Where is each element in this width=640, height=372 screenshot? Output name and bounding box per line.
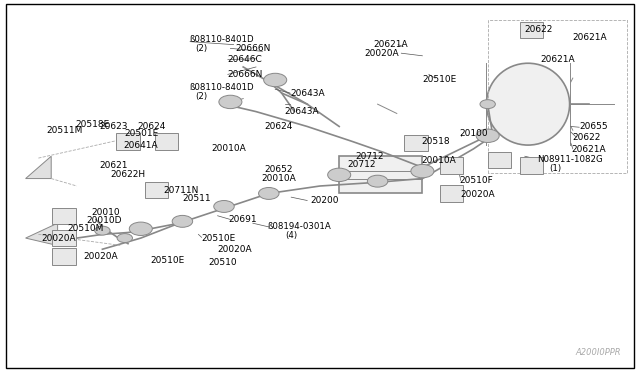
Text: 20621A: 20621A [541,55,575,64]
Text: (1): (1) [549,164,561,173]
Text: 20010D: 20010D [86,216,122,225]
Bar [488,152,511,168]
Circle shape [259,187,279,199]
Polygon shape [26,223,58,246]
Text: 20712: 20712 [347,160,376,169]
Bar [52,208,76,224]
Bar [520,157,543,174]
Circle shape [476,129,499,142]
Text: 20020A: 20020A [461,190,495,199]
Circle shape [117,234,132,243]
Ellipse shape [486,63,570,145]
Circle shape [480,100,495,109]
Text: ß08110-8401D: ß08110-8401D [189,35,253,44]
Circle shape [367,175,388,187]
Text: 20010A: 20010A [211,144,246,153]
Text: A200I0PPR: A200I0PPR [575,348,621,357]
Circle shape [129,222,152,235]
Text: 20711N: 20711N [163,186,198,195]
Bar [155,133,178,150]
Text: 20510M: 20510M [67,224,104,232]
Text: 20020A: 20020A [365,49,399,58]
Bar [440,185,463,202]
Bar [116,133,140,150]
Text: 20712: 20712 [355,152,384,161]
Bar [520,22,543,38]
Text: 20691: 20691 [228,215,257,224]
Text: 20641A: 20641A [123,141,157,150]
Circle shape [264,73,287,87]
Circle shape [219,95,242,109]
Bar [52,248,76,265]
Circle shape [411,164,434,178]
Text: 20510F: 20510F [460,176,493,185]
Text: 20510E: 20510E [202,234,236,243]
Text: ß08110-8401D: ß08110-8401D [189,83,253,92]
Text: 20646C: 20646C [227,55,262,64]
Circle shape [172,215,193,227]
Text: 20621A: 20621A [571,145,605,154]
Text: 20020A: 20020A [83,252,118,261]
Text: 20621A: 20621A [573,33,607,42]
Text: 20518E: 20518E [75,120,109,129]
Circle shape [95,226,110,235]
Text: N08911-1082G: N08911-1082G [538,155,604,164]
Text: 20511M: 20511M [46,126,83,135]
Text: (2): (2) [195,44,207,53]
Bar [339,156,422,193]
Text: 20010: 20010 [92,208,120,217]
Circle shape [214,201,234,212]
Bar [145,182,168,198]
Polygon shape [26,156,51,179]
Text: 20100: 20100 [460,129,488,138]
Text: ß08194-0301A: ß08194-0301A [268,222,332,231]
Text: 20621: 20621 [99,161,128,170]
Text: (4): (4) [285,231,297,240]
Text: 20622: 20622 [573,133,601,142]
Text: 20622H: 20622H [110,170,145,179]
Text: 20655: 20655 [579,122,608,131]
Circle shape [328,168,351,182]
Text: 20200: 20200 [310,196,339,205]
Text: 20624: 20624 [264,122,292,131]
Text: 20020A: 20020A [218,245,252,254]
Text: 20652: 20652 [264,165,293,174]
Text: (2): (2) [195,92,207,101]
Text: 20622: 20622 [525,25,553,34]
Text: 20010A: 20010A [261,174,296,183]
Text: 20623: 20623 [99,122,128,131]
Bar [440,157,463,174]
Text: 20666N: 20666N [227,70,262,79]
Text: 20510: 20510 [208,258,237,267]
Text: 20518: 20518 [421,137,450,146]
Text: 20020A: 20020A [42,234,76,243]
Text: 20510E: 20510E [422,76,457,84]
Text: 20510E: 20510E [150,256,185,265]
Bar [404,135,428,151]
Text: 20501E: 20501E [125,129,159,138]
Text: 20643A: 20643A [290,89,324,97]
Text: 20621A: 20621A [373,40,408,49]
Bar [52,230,76,246]
Text: 20624: 20624 [138,122,166,131]
Text: 20010A: 20010A [421,156,456,165]
Text: 20643A: 20643A [285,107,319,116]
Text: 20511: 20511 [182,194,211,203]
Text: 20666N: 20666N [236,44,271,53]
